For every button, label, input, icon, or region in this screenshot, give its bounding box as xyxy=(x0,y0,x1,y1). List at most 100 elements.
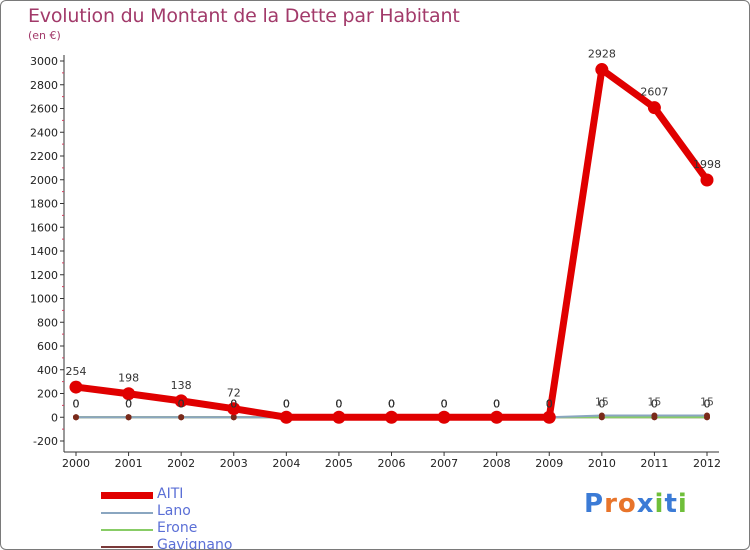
data-point-lano xyxy=(651,412,658,419)
data-label-erone: 0 xyxy=(125,397,132,410)
data-label-erone: 0 xyxy=(283,397,290,410)
data-label-gavignano: 0 xyxy=(598,397,605,410)
data-label-lano: 0 xyxy=(335,397,342,410)
data-label-gavignano: 0 xyxy=(546,397,553,410)
chart-title: Evolution du Montant de la Dette par Hab… xyxy=(28,5,460,27)
x-tick-label: 2004 xyxy=(272,457,300,470)
data-point-aiti xyxy=(174,394,188,408)
data-label-gavignano: 0 xyxy=(125,397,132,410)
data-point-lano xyxy=(598,412,605,419)
data-point-aiti xyxy=(595,63,609,77)
data-point-aiti xyxy=(279,410,293,424)
data-point-lano xyxy=(704,412,710,419)
legend-item-lano: Lano xyxy=(101,503,301,521)
data-point-aiti xyxy=(122,387,136,401)
data-label-lano: 15 xyxy=(700,395,714,408)
logo-letter: r xyxy=(604,489,618,519)
data-point-lano xyxy=(178,414,185,421)
x-tick-label: 2001 xyxy=(115,457,143,470)
y-tick-label: 1800 xyxy=(30,198,58,211)
data-point-aiti xyxy=(700,173,714,187)
x-tick-label: 2006 xyxy=(378,457,406,470)
y-tick-label: -200 xyxy=(33,435,58,448)
data-label-erone: 0 xyxy=(178,397,185,410)
y-tick-label: 1600 xyxy=(30,221,58,234)
data-label-erone: 0 xyxy=(335,397,342,410)
data-label-erone: 0 xyxy=(651,397,658,410)
x-tick-label: 2012 xyxy=(693,457,721,470)
data-label-lano: 0 xyxy=(283,397,290,410)
data-label-gavignano: 0 xyxy=(493,397,500,410)
data-label-aiti: 0 xyxy=(388,397,395,410)
data-label-aiti: 1998 xyxy=(693,158,721,171)
data-point-aiti xyxy=(385,410,398,424)
data-label-lano: 15 xyxy=(595,395,609,408)
data-label-gavignano: 0 xyxy=(73,397,80,410)
data-label-aiti: 138 xyxy=(171,379,192,392)
data-point-lano xyxy=(125,414,132,421)
chart-subtitle: (en €) xyxy=(28,29,61,42)
data-label-erone: 0 xyxy=(73,397,80,410)
logo-letter: i xyxy=(654,489,665,519)
data-point-aiti xyxy=(227,402,241,416)
y-tick-label: 2200 xyxy=(30,150,58,163)
data-label-aiti: 2928 xyxy=(588,48,616,61)
data-label-lano: 0 xyxy=(388,397,395,410)
data-label-lano: 0 xyxy=(125,397,132,410)
y-tick-label: 200 xyxy=(37,388,58,401)
data-label-lano: 0 xyxy=(178,397,185,410)
y-tick-label: 2400 xyxy=(30,126,58,139)
x-tick-label: 2000 xyxy=(62,457,90,470)
legend-swatch xyxy=(101,529,153,531)
data-label-gavignano: 0 xyxy=(441,397,448,410)
data-label-aiti: 72 xyxy=(227,387,241,400)
data-label-lano: 0 xyxy=(230,397,237,410)
proxiti-logo: Proxiti xyxy=(584,489,688,519)
logo-letter: P xyxy=(584,489,605,519)
logo-letter: o xyxy=(617,489,637,519)
y-tick-label: 800 xyxy=(37,316,58,329)
logo-letter: t xyxy=(664,489,678,519)
y-tick-label: 2600 xyxy=(30,103,58,116)
data-label-aiti: 198 xyxy=(118,372,139,385)
data-label-aiti: 2607 xyxy=(640,86,668,99)
data-label-aiti: 254 xyxy=(66,365,87,378)
data-label-erone: 0 xyxy=(441,397,448,410)
legend-item-erone: Erone xyxy=(101,520,301,538)
x-tick-label: 2007 xyxy=(430,457,458,470)
data-label-aiti: 0 xyxy=(283,397,290,410)
data-label-aiti: 0 xyxy=(335,397,342,410)
legend-swatch xyxy=(101,546,153,548)
x-tick-label: 2010 xyxy=(588,457,616,470)
data-label-gavignano: 0 xyxy=(651,397,658,410)
x-tick-label: 2011 xyxy=(640,457,668,470)
logo-letter: x xyxy=(636,489,655,519)
legend-label: Lano xyxy=(157,503,191,519)
legend-item-gavignano: Gavignano xyxy=(101,537,301,550)
legend-swatch xyxy=(101,512,153,514)
data-label-aiti: 0 xyxy=(493,397,500,410)
legend-label: Gavignano xyxy=(157,537,233,550)
data-label-erone: 0 xyxy=(598,397,605,410)
legend-label: Erone xyxy=(157,520,198,536)
y-tick-label: 600 xyxy=(37,340,58,353)
data-label-gavignano: 0 xyxy=(335,397,342,410)
legend-item-aiti: AITI xyxy=(101,486,301,504)
data-label-gavignano: 0 xyxy=(388,397,395,410)
data-label-lano: 0 xyxy=(546,397,553,410)
x-tick-label: 2002 xyxy=(167,457,195,470)
data-point-aiti xyxy=(332,410,346,424)
data-point-aiti xyxy=(69,380,83,394)
legend-label: AITI xyxy=(157,486,184,502)
logo-letter: i xyxy=(677,489,688,519)
data-label-lano: 0 xyxy=(73,397,80,410)
data-label-gavignano: 0 xyxy=(178,397,185,410)
data-label-gavignano: 0 xyxy=(283,397,290,410)
data-label-aiti: 0 xyxy=(441,397,448,410)
series-line-aiti xyxy=(72,66,711,421)
y-tick-label: 2800 xyxy=(30,79,58,92)
y-tick-label: 0 xyxy=(51,411,58,424)
data-label-erone: 0 xyxy=(704,397,711,410)
